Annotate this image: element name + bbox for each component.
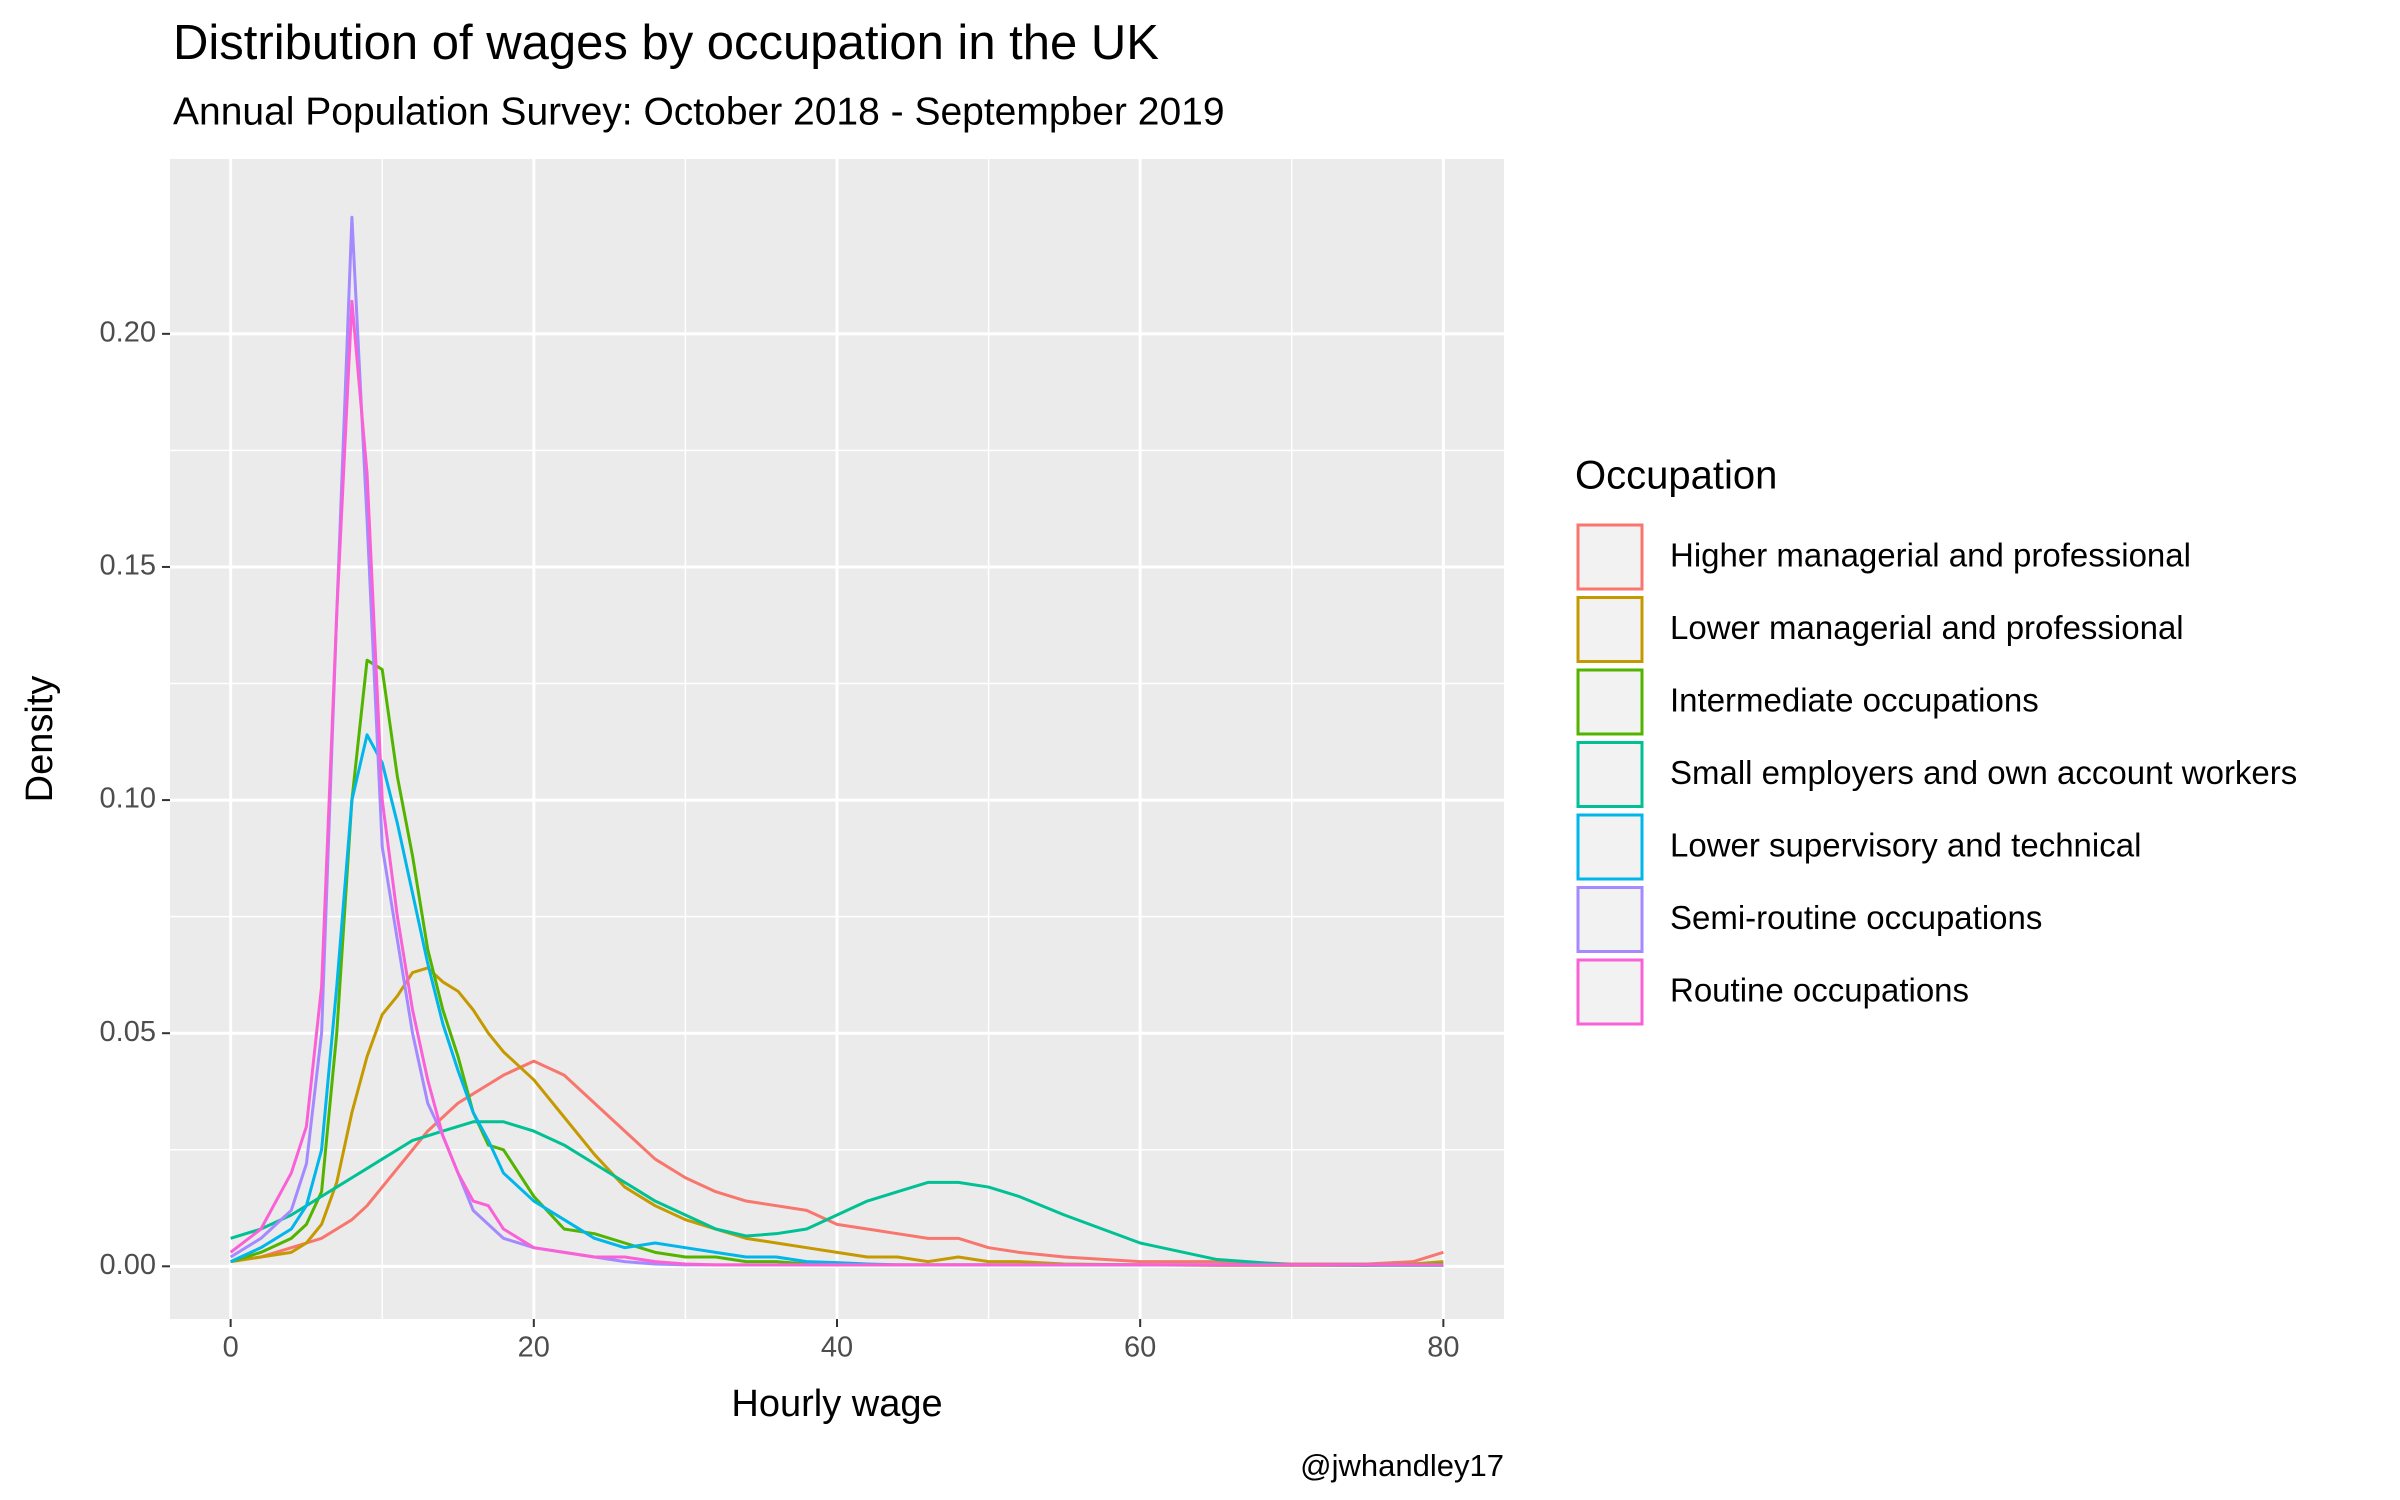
density-line: [230, 1059, 1444, 1266]
y-tick-label: 0.05: [100, 1016, 156, 1048]
y-tick-label: 0.15: [100, 550, 156, 582]
y-tick-label: 0.10: [100, 783, 156, 815]
legend-label: Higher managerial and professional: [1670, 537, 2191, 574]
density-line: [230, 966, 1444, 1267]
legend-key: [1576, 741, 1644, 808]
chart-title: Distribution of wages by occupation in t…: [173, 16, 1159, 70]
legend-title: Occupation: [1575, 454, 1777, 498]
y-tick-label: 0.20: [100, 316, 156, 348]
legend-label: Routine occupations: [1670, 972, 1969, 1009]
legend-key: [1576, 596, 1644, 663]
legend-label: Lower supervisory and technical: [1670, 827, 2141, 864]
legend-label: Intermediate occupations: [1670, 682, 2039, 719]
x-tick-label: 40: [821, 1332, 853, 1364]
legend-key: [1576, 523, 1644, 591]
legend-label: Semi-routine occupations: [1670, 899, 2042, 936]
x-tick-label: 80: [1427, 1332, 1459, 1364]
axes: 0 20 40 60 80 0.00 0.05 0.10 0.15 0.20: [100, 316, 1460, 1363]
x-tick-label: 60: [1124, 1332, 1156, 1364]
legend: Higher managerial and professional Lower …: [1576, 523, 2297, 1026]
legend-key: [1576, 813, 1644, 881]
x-tick-label: 20: [518, 1332, 550, 1364]
lines: [229, 215, 1444, 1267]
y-tick-label: 0.00: [100, 1249, 156, 1281]
legend-key: [1576, 886, 1644, 953]
x-axis-title: Hourly wage: [731, 1383, 942, 1425]
chart-subtitle: Annual Population Survey: October 2018 -…: [173, 90, 1225, 133]
legend-key: [1576, 668, 1644, 736]
legend-label: Lower managerial and professional: [1670, 609, 2184, 646]
y-axis-title: Density: [19, 676, 61, 803]
legend-key: [1576, 958, 1644, 1026]
x-tick-label: 0: [223, 1332, 239, 1364]
caption: @jwhandley17: [1300, 1448, 1504, 1483]
density-line: [230, 1120, 1444, 1267]
legend-label: Small employers and own account workers: [1670, 754, 2297, 791]
density-line: [229, 299, 1444, 1267]
